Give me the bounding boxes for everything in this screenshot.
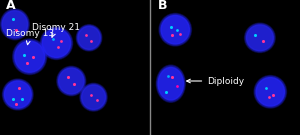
Point (66, 76, 71, 78)
Ellipse shape (255, 77, 286, 107)
Point (88, 39, 93, 42)
Ellipse shape (254, 75, 286, 108)
Point (174, 85, 179, 87)
Point (88, 93, 93, 96)
Ellipse shape (76, 25, 102, 51)
Text: A: A (6, 0, 16, 12)
Text: Disomy 13: Disomy 13 (6, 29, 54, 45)
Point (72, 83, 77, 85)
Point (84, 34, 88, 36)
Point (177, 33, 182, 35)
Point (174, 29, 179, 31)
Ellipse shape (41, 28, 72, 58)
Point (271, 93, 276, 96)
Ellipse shape (42, 29, 70, 57)
Point (170, 76, 175, 78)
Ellipse shape (157, 66, 184, 101)
Text: B: B (158, 0, 167, 12)
Ellipse shape (2, 11, 28, 38)
Point (24, 62, 29, 65)
Point (21, 54, 26, 56)
Ellipse shape (40, 27, 73, 60)
Ellipse shape (247, 25, 273, 51)
Point (56, 46, 60, 48)
Point (30, 56, 35, 58)
Point (164, 91, 169, 93)
Point (11, 18, 16, 20)
Ellipse shape (160, 14, 190, 45)
Text: Diploidy: Diploidy (187, 77, 244, 85)
Ellipse shape (81, 84, 106, 110)
Point (170, 34, 175, 36)
Ellipse shape (156, 65, 185, 102)
Point (17, 87, 22, 89)
Point (11, 97, 16, 100)
Ellipse shape (58, 67, 85, 95)
Ellipse shape (78, 26, 100, 49)
Point (266, 96, 271, 98)
Point (165, 75, 170, 77)
Ellipse shape (245, 24, 274, 52)
Point (253, 34, 258, 36)
Ellipse shape (244, 23, 275, 53)
Ellipse shape (256, 78, 284, 106)
Point (58, 39, 63, 42)
Point (94, 99, 99, 101)
Ellipse shape (161, 16, 189, 44)
Ellipse shape (82, 85, 105, 109)
Ellipse shape (4, 81, 31, 108)
Point (51, 38, 56, 40)
Ellipse shape (2, 79, 33, 110)
Point (260, 39, 265, 42)
Point (14, 103, 19, 105)
Ellipse shape (15, 41, 45, 72)
Ellipse shape (3, 80, 32, 109)
Point (168, 26, 173, 28)
Ellipse shape (0, 9, 29, 40)
Point (20, 97, 25, 100)
Ellipse shape (158, 68, 183, 100)
Ellipse shape (13, 39, 47, 75)
Point (14, 29, 19, 31)
Text: Disomy 21: Disomy 21 (32, 23, 80, 37)
Ellipse shape (57, 66, 86, 96)
Ellipse shape (80, 83, 107, 111)
Ellipse shape (14, 40, 46, 73)
Point (263, 87, 268, 89)
Ellipse shape (1, 10, 28, 39)
Ellipse shape (159, 13, 191, 46)
Ellipse shape (59, 68, 84, 94)
Ellipse shape (77, 25, 101, 50)
